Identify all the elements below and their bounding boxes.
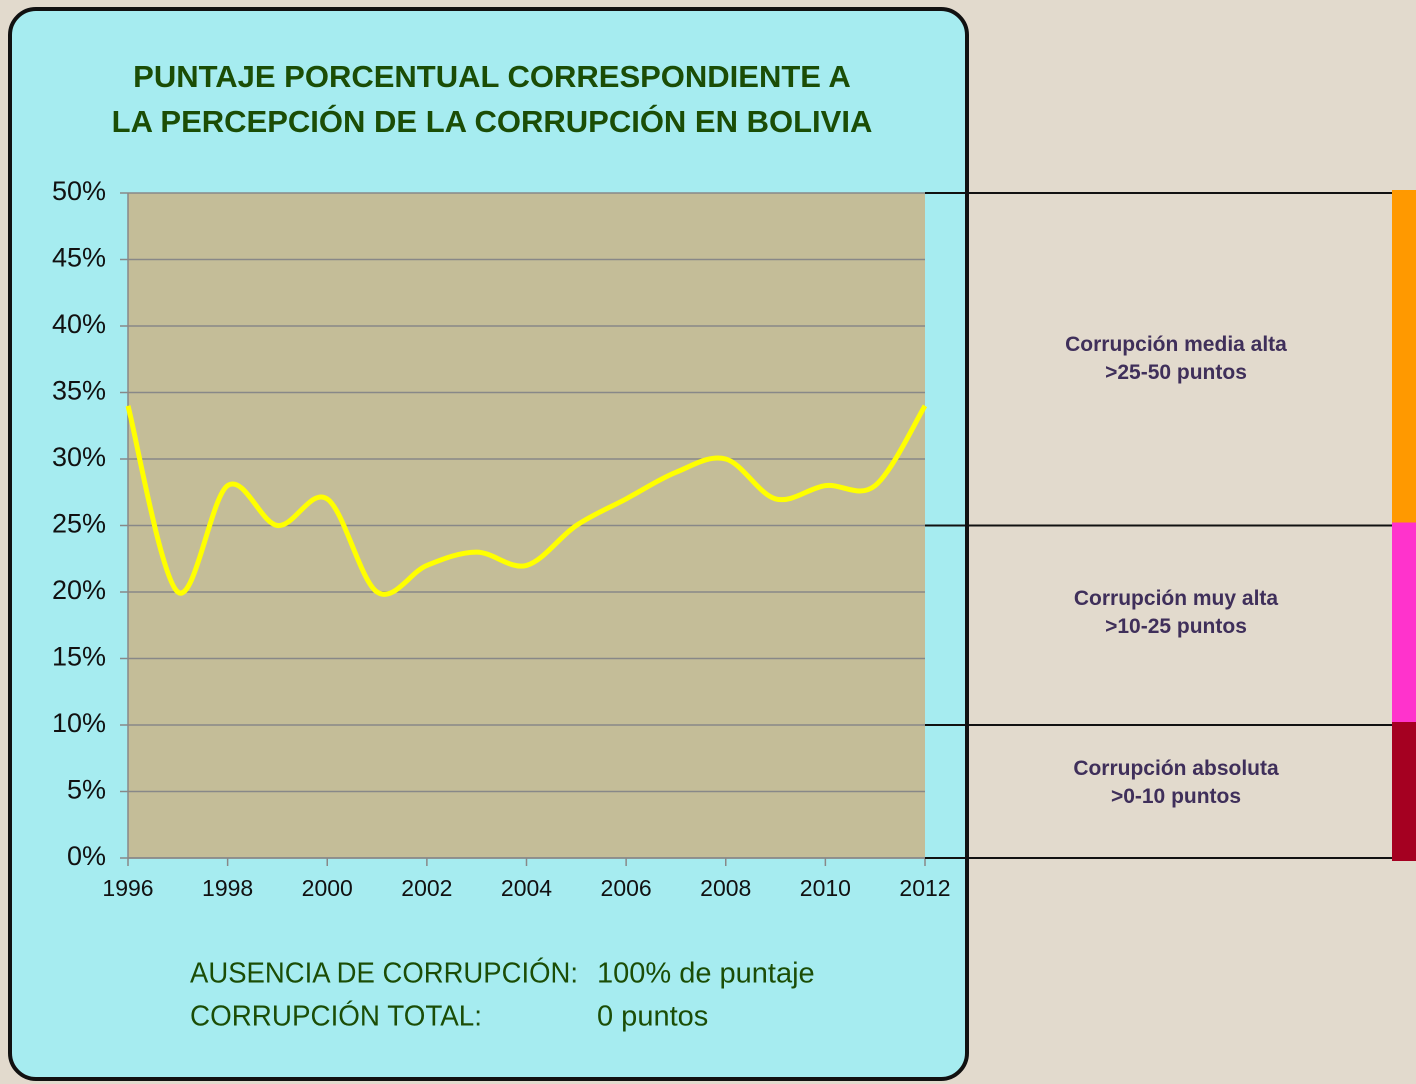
band-label: Corrupción muy alta	[1074, 587, 1279, 610]
x-tick-label: 2002	[401, 875, 452, 901]
band-range-label: >0-10 puntos	[1111, 785, 1241, 808]
x-tick-label: 2000	[302, 875, 353, 901]
y-tick-label: 45%	[52, 243, 106, 273]
x-tick-label: 2008	[700, 875, 751, 901]
y-tick-label: 50%	[52, 176, 106, 206]
y-tick-label: 25%	[52, 509, 106, 539]
y-tick-label: 35%	[52, 376, 106, 406]
y-tick-label: 10%	[52, 708, 106, 738]
band-color-bar	[1392, 722, 1416, 861]
x-tick-label: 2012	[899, 875, 950, 901]
note-value: 100% de puntaje	[597, 958, 815, 990]
x-tick-label: 1998	[202, 875, 253, 901]
x-tick-label: 2006	[601, 875, 652, 901]
note-value: 0 puntos	[597, 1001, 708, 1033]
band-label: Corrupción absoluta	[1073, 757, 1279, 780]
x-tick-label: 1996	[102, 875, 153, 901]
y-tick-label: 40%	[52, 309, 106, 339]
line-series	[125, 404, 928, 597]
y-tick-label: 15%	[52, 642, 106, 672]
band-color-bar	[1392, 190, 1416, 529]
band-label: Corrupción media alta	[1065, 333, 1287, 356]
y-tick-label: 5%	[67, 775, 106, 805]
y-tick-label: 30%	[52, 442, 106, 472]
band-color-bar	[1392, 522, 1416, 728]
x-tick-label: 2004	[501, 875, 552, 901]
y-tick-label: 0%	[67, 841, 106, 871]
band-range-label: >25-50 puntos	[1105, 361, 1247, 384]
band-range-label: >10-25 puntos	[1105, 615, 1247, 638]
chart-title: LA PERCEPCIÓN DE LA CORRUPCIÓN EN BOLIVI…	[112, 103, 873, 139]
x-tick-label: 2010	[800, 875, 851, 901]
note-label: AUSENCIA DE CORRUPCIÓN:	[190, 957, 578, 990]
chart-title: PUNTAJE PORCENTUAL CORRESPONDIENTE A	[133, 59, 851, 94]
y-tick-label: 20%	[52, 575, 106, 605]
note-label: CORRUPCIÓN TOTAL:	[190, 1000, 482, 1033]
